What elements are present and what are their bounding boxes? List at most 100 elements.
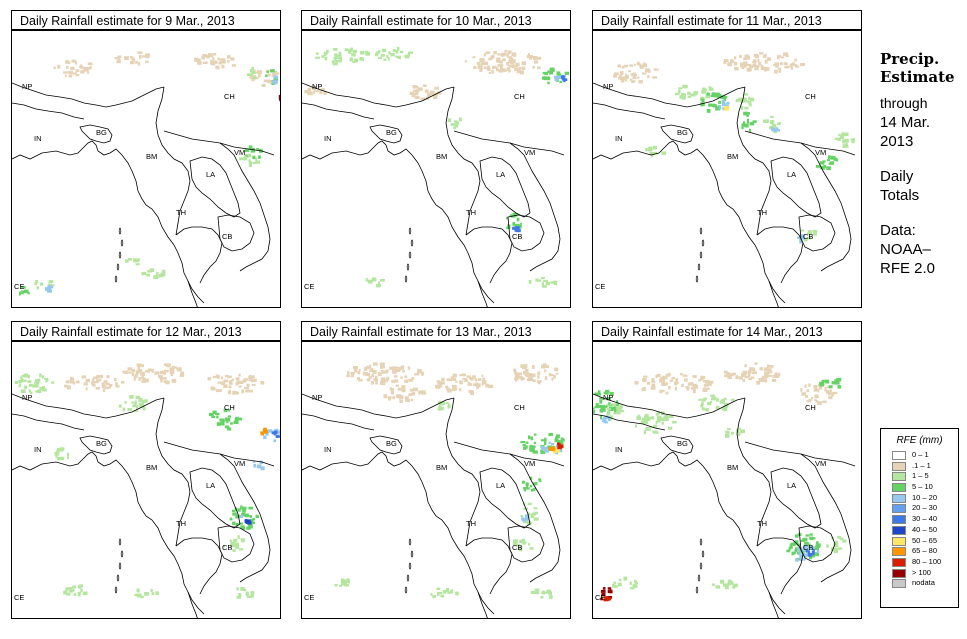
rain-speckle <box>516 69 521 74</box>
rain-speckle <box>562 78 568 81</box>
rain-speckle <box>115 382 118 385</box>
rain-speckle <box>430 593 433 596</box>
rain-speckle <box>706 109 711 113</box>
rain-speckle <box>255 71 259 74</box>
rain-speckle <box>537 371 541 376</box>
rain-speckle <box>534 511 538 515</box>
rain-speckle <box>748 96 751 101</box>
rain-speckle <box>705 95 710 99</box>
rain-speckle <box>215 389 220 393</box>
rain-speckle <box>724 402 729 406</box>
country-label-la: LA <box>496 481 505 490</box>
legend-range: 80 – 100 <box>912 556 942 566</box>
rain-speckle <box>365 372 371 377</box>
rain-speckle <box>737 432 740 437</box>
rain-speckle <box>464 379 468 383</box>
rain-speckle <box>626 75 629 79</box>
rain-speckle <box>91 381 94 385</box>
rain-speckle <box>523 487 527 492</box>
rain-speckle <box>414 96 419 99</box>
rain-speckle <box>833 542 839 546</box>
country-label-np: NP <box>603 82 613 91</box>
rain-speckle <box>721 407 727 411</box>
rain-speckle <box>440 401 444 406</box>
rain-speckle <box>517 372 522 376</box>
rain-speckle <box>271 82 275 85</box>
legend-item: .1 – 1 <box>881 461 958 472</box>
rain-speckle <box>350 371 355 375</box>
rain-speckle <box>526 487 530 490</box>
rain-speckle <box>151 592 155 596</box>
country-border <box>189 156 241 218</box>
rain-speckle <box>381 48 387 53</box>
legend-item: 10 – 20 <box>881 493 958 504</box>
rain-speckle <box>341 578 344 582</box>
rain-speckle <box>668 414 674 418</box>
rain-speckle <box>336 54 342 57</box>
rain-speckle <box>245 591 249 596</box>
rain-speckle <box>557 442 560 446</box>
rain-speckle <box>179 373 185 377</box>
rain-speckle <box>655 421 658 425</box>
rain-speckle <box>70 66 75 70</box>
rain-speckle <box>92 383 96 387</box>
rain-speckle <box>248 164 252 167</box>
rain-speckle <box>816 388 819 392</box>
rain-speckle <box>640 420 646 425</box>
rain-speckle <box>135 405 139 409</box>
rain-speckle <box>721 99 725 104</box>
country-label-vm: VM <box>234 459 245 468</box>
rain-speckle <box>230 541 236 545</box>
rain-speckle <box>548 441 551 445</box>
rain-speckle <box>662 375 665 380</box>
rainfall-map: NP CH IN BG BM VM LA TH CB CE <box>592 30 862 308</box>
rain-speckle <box>617 582 622 587</box>
rain-speckle <box>524 364 528 368</box>
rain-speckle <box>548 433 554 437</box>
rain-speckle <box>813 232 817 236</box>
rain-speckle <box>715 585 721 589</box>
legend-item: nodata <box>881 578 958 589</box>
rain-speckle <box>315 56 318 59</box>
rain-speckle <box>837 535 842 539</box>
rain-speckle <box>492 65 496 69</box>
rain-speckle <box>124 401 127 404</box>
country-label-vm: VM <box>815 459 826 468</box>
rain-speckle <box>446 588 449 592</box>
rain-speckle <box>338 56 343 60</box>
country-label-cb: CB <box>222 543 232 552</box>
rain-speckle <box>730 58 734 63</box>
rain-speckle <box>458 380 462 384</box>
rain-speckle <box>801 237 805 240</box>
rain-speckle <box>641 72 647 75</box>
rain-speckle <box>541 590 545 595</box>
rain-speckle <box>525 482 529 486</box>
rain-speckle <box>504 49 508 53</box>
rain-speckle <box>144 592 150 596</box>
rain-speckle <box>131 368 136 372</box>
rain-speckle <box>435 384 439 388</box>
rain-speckle <box>240 538 246 542</box>
rain-speckle <box>499 60 503 64</box>
country-border <box>155 397 191 547</box>
rain-speckle <box>390 387 395 391</box>
rain-speckle <box>753 371 757 374</box>
rain-speckle <box>248 506 253 510</box>
rain-speckle <box>796 236 802 239</box>
panel-title: Daily Rainfall estimate for 11 Mar., 201… <box>592 10 862 30</box>
rain-speckle <box>743 57 748 61</box>
rain-speckle <box>690 93 696 97</box>
rain-speckle <box>711 92 716 96</box>
country-border <box>445 86 481 236</box>
rain-speckle <box>396 47 400 51</box>
rain-speckle <box>154 371 160 375</box>
panel-title: Daily Rainfall estimate for 13 Mar., 201… <box>301 321 571 341</box>
rain-speckle <box>822 165 825 170</box>
rain-speckle <box>538 380 541 385</box>
country-border <box>219 453 271 583</box>
rain-speckle <box>260 381 264 384</box>
rain-speckle <box>321 55 325 58</box>
rain-speckle <box>37 389 42 393</box>
rain-speckle <box>380 377 386 381</box>
